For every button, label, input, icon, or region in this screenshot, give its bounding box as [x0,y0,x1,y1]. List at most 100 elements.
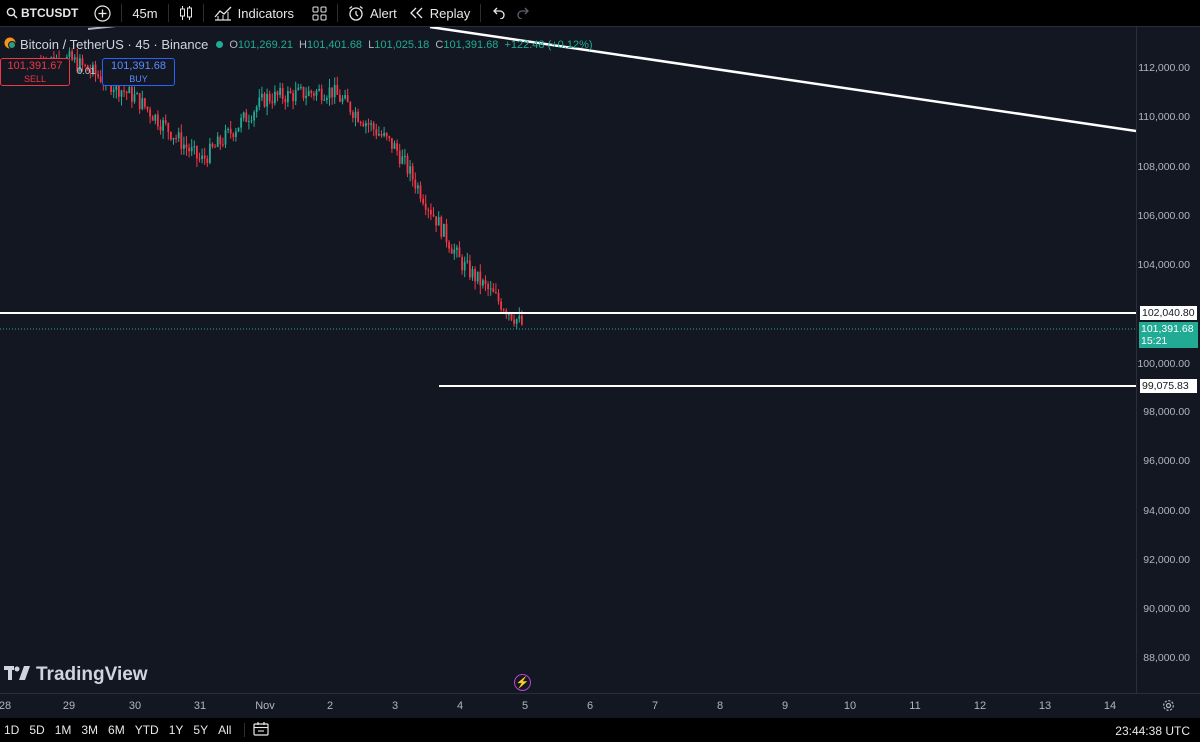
range-3m-button[interactable]: 3M [81,723,99,737]
time-tick: 6 [586,700,594,712]
candle-body [73,57,76,60]
candlestick-plot[interactable] [0,27,1136,693]
range-ytd-button[interactable]: YTD [134,723,159,737]
candles-group [40,47,523,330]
range-1d-button[interactable]: 1D [4,723,20,737]
price-axis[interactable]: 112,000.00 110,000.00 108,000.00 106,000… [1136,27,1200,693]
candle-body [427,209,430,211]
chart-legend: Bitcoin / TetherUS · 45 · Binance O101,2… [4,37,593,52]
layouts-button[interactable] [306,0,333,26]
replay-button[interactable]: Replay [403,0,476,26]
utc-clock[interactable]: 23:44:38 UTC [1115,724,1190,738]
grid-icon [312,6,327,21]
candle-body [151,116,154,121]
time-tick: 3 [391,700,399,712]
high-key: H [299,38,307,51]
toolbar-divider [121,4,123,22]
candle-body [149,109,151,117]
watermark-text: TradingView [36,664,148,685]
trend-line-old[interactable] [87,27,135,30]
currency-icon [4,37,16,52]
price-tick: 90,000.00 [1143,603,1190,615]
price-chart[interactable] [0,27,1136,693]
candle-body [170,131,172,140]
candle-body [489,288,492,290]
candle-body [339,94,341,102]
indicators-label: Indicators [237,5,294,21]
candle-body [380,134,383,136]
symbol-search[interactable]: BTCUSDT [0,0,84,26]
price-tick: 112,000.00 [1138,62,1190,74]
bottom-toolbar: 1D 5D 1M 3M 6M YTD 1Y 5Y All 23:44:38 UT… [0,718,1200,742]
candle-body [76,57,79,72]
toolbar-divider [337,4,338,22]
candle-body [240,117,242,128]
candle-body [458,247,461,258]
candle-body [362,123,365,127]
symbol-label: BTCUSDT [21,6,79,20]
gear-icon[interactable] [1162,699,1175,717]
price-tick: 106,000.00 [1137,210,1190,222]
candle-body [341,98,344,102]
trend-line[interactable] [429,27,1136,133]
candle-body [357,111,359,122]
undo-button[interactable] [485,0,511,26]
candle-body [253,112,255,121]
go-to-date-button[interactable] [253,721,270,739]
sell-button[interactable]: 101,391.67 SELL [0,58,70,86]
candle-body [430,209,432,215]
tradingview-logo-icon [4,664,30,686]
candle-body [466,260,469,262]
candle-body [328,87,331,99]
range-1y-button[interactable]: 1Y [168,723,184,737]
search-icon [6,7,18,19]
range-5d-button[interactable]: 5D [29,723,45,737]
range-all-button[interactable]: All [218,723,232,737]
candle-body [318,88,320,91]
buy-label: BUY [129,74,148,84]
candle-body [123,90,125,92]
candle-body [510,314,513,320]
redo-button[interactable] [511,0,537,26]
indicators-button[interactable]: Indicators [208,0,300,26]
lightning-icon[interactable]: ⚡ [514,674,531,691]
candle-body [346,95,349,103]
range-6m-button[interactable]: 6M [108,723,125,737]
time-tick: 10 [843,700,857,712]
candle-body [469,260,471,278]
candle-body [144,98,146,107]
candle-body [188,147,190,152]
chart-type-button[interactable] [173,0,199,26]
interval-label: 45m [132,5,158,21]
candle-body [344,95,346,99]
upper-level-label: 102,040.80 [1139,305,1198,321]
candle-body [404,156,406,158]
candle-body [385,133,388,137]
time-tick: 8 [716,700,724,712]
candle-body [242,112,245,118]
candle-body [118,82,120,97]
interval-button[interactable]: 45m [126,0,163,26]
candle-body [370,123,372,125]
time-tick: 4 [456,700,464,712]
candle-body [71,51,73,60]
candle-body [128,87,131,94]
compare-button[interactable] [88,0,117,26]
candle-body [84,64,86,66]
symbol-description[interactable]: Bitcoin / TetherUS · 45 · Binance [20,37,209,52]
alert-button[interactable]: Alert [342,0,403,26]
candle-body [484,280,487,284]
candle-body [177,132,180,139]
range-1m-button[interactable]: 1M [54,723,72,737]
candle-body [180,132,183,149]
candle-body [502,309,505,311]
candle-body [232,133,235,138]
time-axis[interactable]: 28 29 30 31 Nov 2 3 4 5 6 7 8 9 10 11 12… [0,693,1200,718]
candle-body [497,292,500,302]
candle-body [450,248,453,254]
range-5y-button[interactable]: 5Y [193,723,209,737]
candle-body [229,128,232,134]
buy-button[interactable]: 101,391.68 BUY [102,58,175,86]
candle-body [383,133,385,136]
price-tick: 98,000.00 [1143,406,1190,418]
